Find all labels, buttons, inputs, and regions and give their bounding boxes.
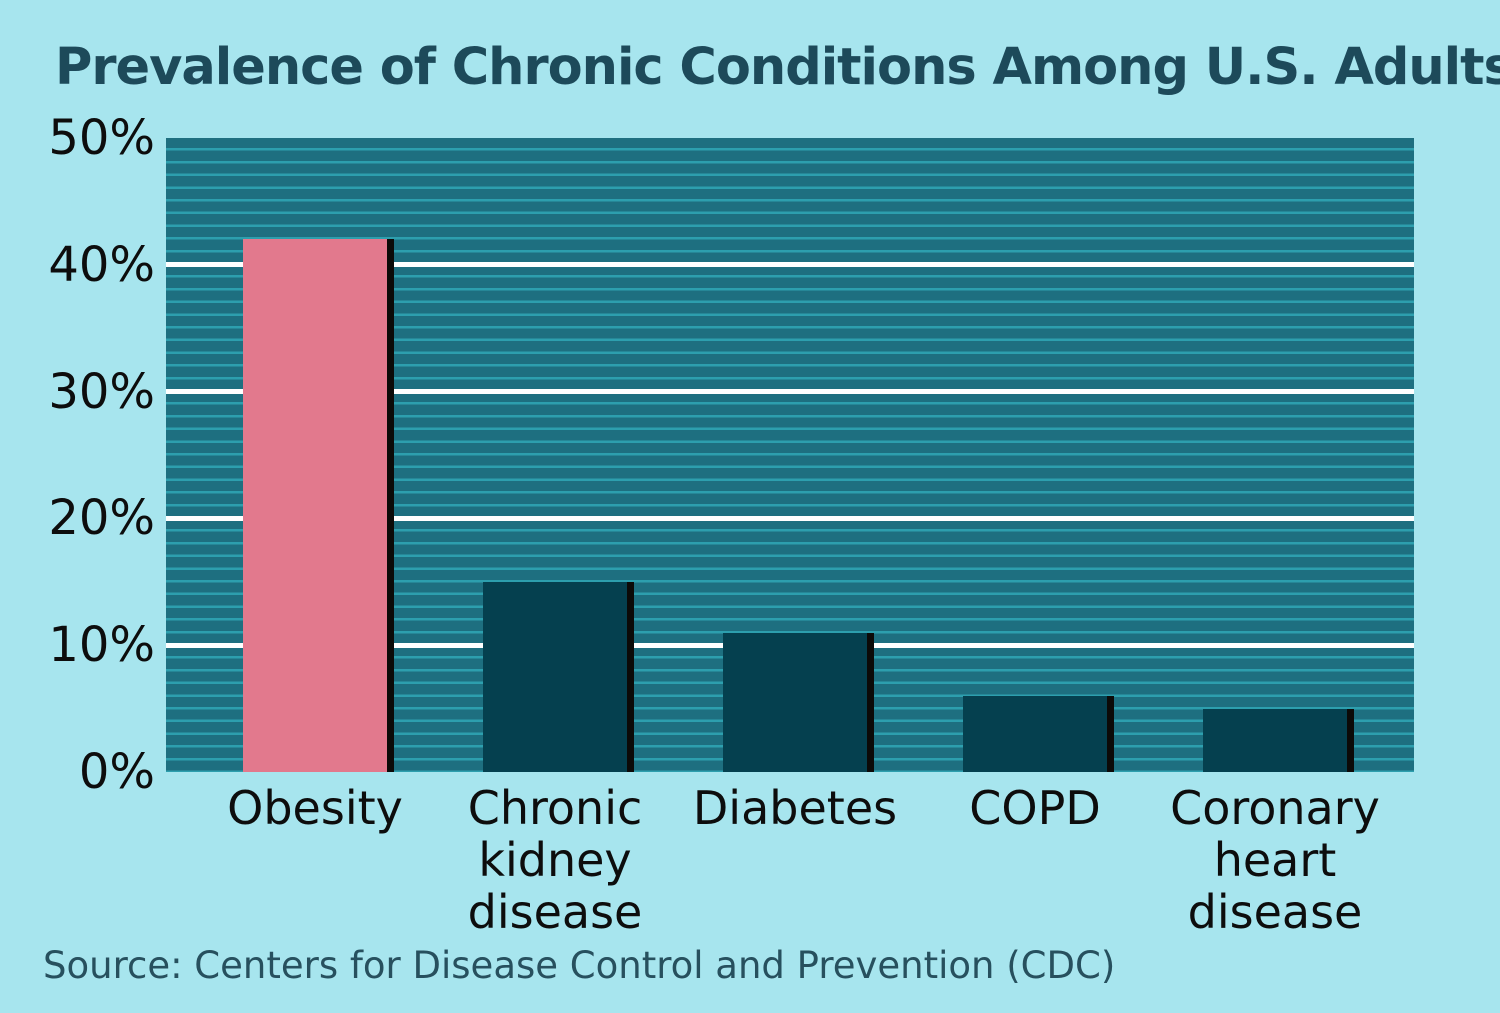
gridline-20pct — [166, 515, 1414, 521]
gridline-30pct — [166, 389, 1414, 395]
ytick-label-20pct: 20% — [48, 490, 155, 547]
plot-area — [166, 138, 1414, 772]
bar-diabetes — [723, 632, 867, 772]
category-label-line: heart — [1213, 833, 1337, 887]
bar-obesity — [243, 239, 387, 772]
bar-coronary-heart-disease — [1203, 708, 1347, 772]
bar-shadow — [387, 239, 394, 772]
bar-shadow — [1347, 708, 1354, 772]
ytick-label-10pct: 10% — [48, 617, 155, 674]
category-label-line: Obesity — [227, 781, 403, 835]
category-label-line: Diabetes — [692, 781, 898, 835]
category-label-chronic-kidney-disease: Chronic kidney disease — [425, 782, 685, 938]
bar-shadow — [1107, 695, 1114, 772]
category-label-coronary-heart-disease: Coronary heart disease — [1145, 782, 1405, 938]
category-label-line: disease — [1187, 885, 1363, 939]
chart-title: Prevalence of Chronic Conditions Among U… — [55, 38, 1500, 97]
gridline-40pct — [166, 262, 1414, 268]
ytick-label-40pct: 40% — [48, 236, 155, 293]
source-attribution: Source: Centers for Disease Control and … — [43, 944, 1116, 987]
ytick-label-0pct: 0% — [78, 744, 155, 800]
category-label-diabetes: Diabetes — [665, 782, 925, 834]
category-label-line: Coronary — [1170, 781, 1380, 835]
ytick-label-30pct: 30% — [48, 363, 155, 420]
category-label-copd: COPD — [905, 782, 1165, 834]
bar-shadow — [867, 632, 874, 772]
category-label-line: COPD — [969, 781, 1101, 835]
category-label-line: disease — [467, 885, 643, 939]
category-label-line: Chronic — [467, 781, 643, 835]
category-label-obesity: Obesity — [185, 782, 445, 834]
bar-chronic-kidney-disease — [483, 581, 627, 772]
bar-copd — [963, 695, 1107, 772]
ytick-label-50pct: 50% — [48, 110, 155, 166]
bar-shadow — [627, 581, 634, 772]
category-label-line: kidney — [478, 833, 632, 887]
